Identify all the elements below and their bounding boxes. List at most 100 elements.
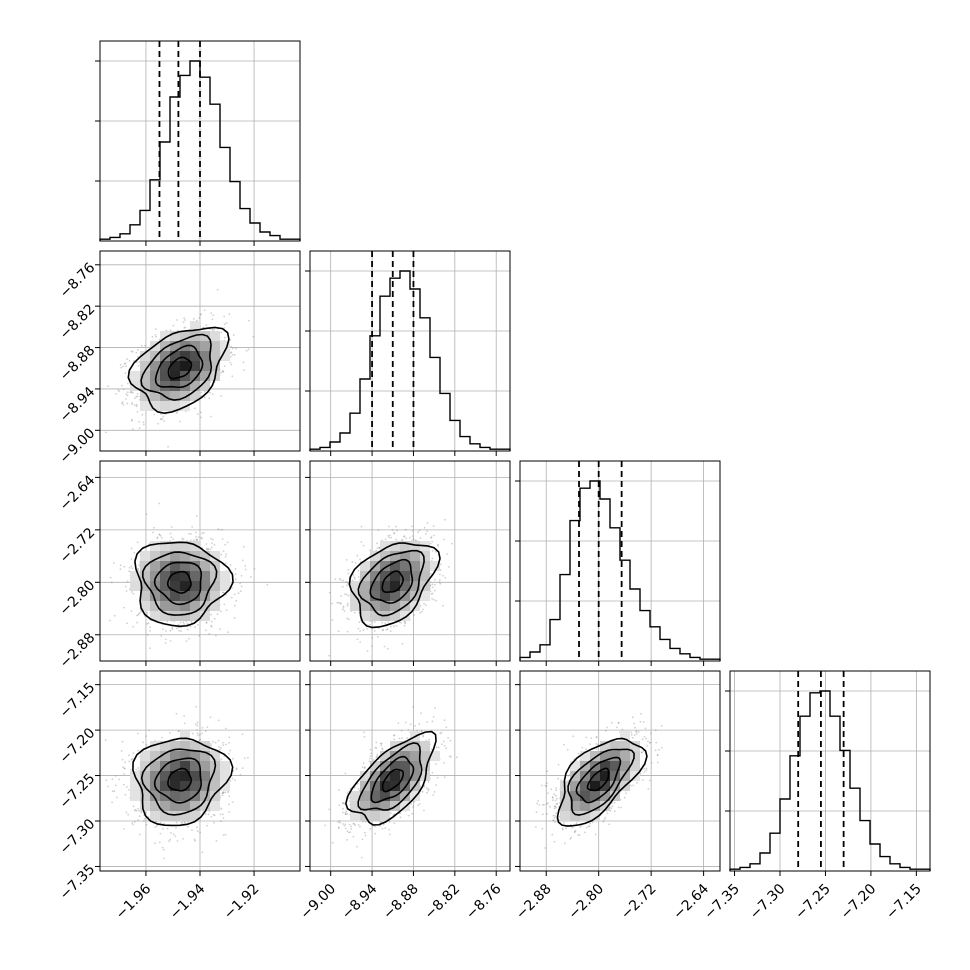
scatter-point — [435, 599, 438, 602]
scatter-point — [136, 621, 139, 624]
density-cell — [390, 541, 400, 551]
scatter-point — [165, 630, 167, 632]
density-cell — [200, 371, 210, 381]
density-cell — [220, 571, 230, 581]
scatter-point — [196, 539, 198, 542]
density-cell — [200, 571, 210, 581]
scatter-point — [371, 645, 374, 648]
contour-line — [166, 570, 192, 594]
scatter-point — [419, 537, 422, 539]
scatter-point — [132, 625, 135, 628]
scatter-point — [131, 419, 133, 421]
scatter-point — [156, 537, 159, 540]
density-cell — [380, 591, 390, 601]
scatter-point — [193, 838, 196, 841]
scatter-point — [439, 569, 442, 571]
histogram-step — [519, 480, 721, 661]
density-cell — [190, 591, 200, 601]
scatter-point — [125, 393, 128, 396]
density-cell — [380, 581, 390, 591]
scatter-point — [170, 536, 173, 539]
scatter-point — [404, 622, 407, 625]
scatter-point — [229, 564, 232, 566]
density-cell — [140, 401, 150, 411]
scatter-point — [444, 518, 446, 521]
scatter-point — [431, 557, 434, 560]
density-cell — [410, 571, 420, 581]
scatter-point — [136, 395, 139, 398]
scatter-point — [149, 629, 151, 632]
scatter-point — [230, 363, 233, 366]
scatter-point — [395, 538, 398, 541]
density-cell — [190, 381, 200, 391]
scatter-point — [169, 629, 172, 632]
scatter-point — [230, 596, 233, 599]
scatter-point — [405, 537, 407, 540]
scatter-point — [210, 546, 213, 549]
density-cell — [220, 341, 230, 351]
scatter-point — [138, 612, 140, 615]
scatter-point — [360, 541, 363, 543]
scatter-point — [175, 712, 178, 715]
scatter-point — [446, 553, 449, 555]
scatter-point — [219, 628, 221, 630]
scatter-point — [158, 841, 161, 844]
density-cell — [390, 611, 400, 621]
scatter-point — [149, 647, 151, 650]
histogram-panel-2 — [515, 460, 721, 666]
density-cell — [190, 321, 200, 331]
density-cell — [390, 561, 400, 571]
scatter-point — [385, 628, 388, 631]
scatter-point — [138, 361, 141, 363]
scatter-point — [250, 576, 252, 578]
scatter-point — [200, 391, 203, 394]
scatter-point — [159, 832, 162, 835]
scatter-point — [182, 538, 185, 541]
scatter-point — [121, 384, 123, 387]
scatter-point — [181, 537, 184, 540]
density-cell — [140, 351, 150, 361]
density-cell — [200, 351, 210, 361]
scatter-point — [138, 833, 141, 836]
scatter-point — [225, 321, 228, 324]
density-cell — [130, 371, 140, 381]
scatter-point — [132, 428, 134, 430]
scatter-point — [130, 565, 133, 568]
scatter-point — [205, 621, 208, 624]
scatter-point — [161, 537, 163, 539]
scatter-point — [342, 607, 345, 609]
scatter-point — [235, 599, 238, 602]
density-cell — [130, 571, 140, 581]
density-cell — [160, 361, 170, 371]
scatter-point — [207, 547, 210, 550]
density-cell — [210, 601, 220, 611]
scatter-point — [429, 572, 432, 575]
scatter-point — [158, 533, 161, 536]
density-cell — [390, 551, 400, 561]
scatter-point — [431, 583, 434, 586]
scatter-point — [161, 417, 164, 420]
scatter-point — [233, 353, 236, 356]
scatter-point — [244, 565, 247, 567]
scatter-point — [205, 629, 207, 632]
density-cell — [400, 561, 410, 571]
scatter-point — [124, 793, 127, 796]
scatter-point — [196, 624, 199, 626]
scatter-point — [444, 577, 447, 579]
scatter-point — [196, 721, 199, 724]
scatter-point — [120, 750, 123, 752]
density-cell — [150, 611, 160, 621]
scatter-point — [247, 348, 250, 351]
scatter-point — [339, 602, 342, 605]
scatter-point — [366, 650, 369, 652]
scatter-point — [232, 347, 234, 350]
scatter-point — [130, 350, 133, 353]
scatter-point — [124, 372, 127, 375]
density-cell — [170, 591, 180, 601]
scatter-point — [220, 610, 222, 613]
scatter-point — [195, 538, 198, 541]
scatter-point — [147, 816, 150, 818]
scatter-point — [126, 580, 129, 583]
scatter-point — [353, 577, 356, 580]
scatter-point — [193, 539, 196, 542]
